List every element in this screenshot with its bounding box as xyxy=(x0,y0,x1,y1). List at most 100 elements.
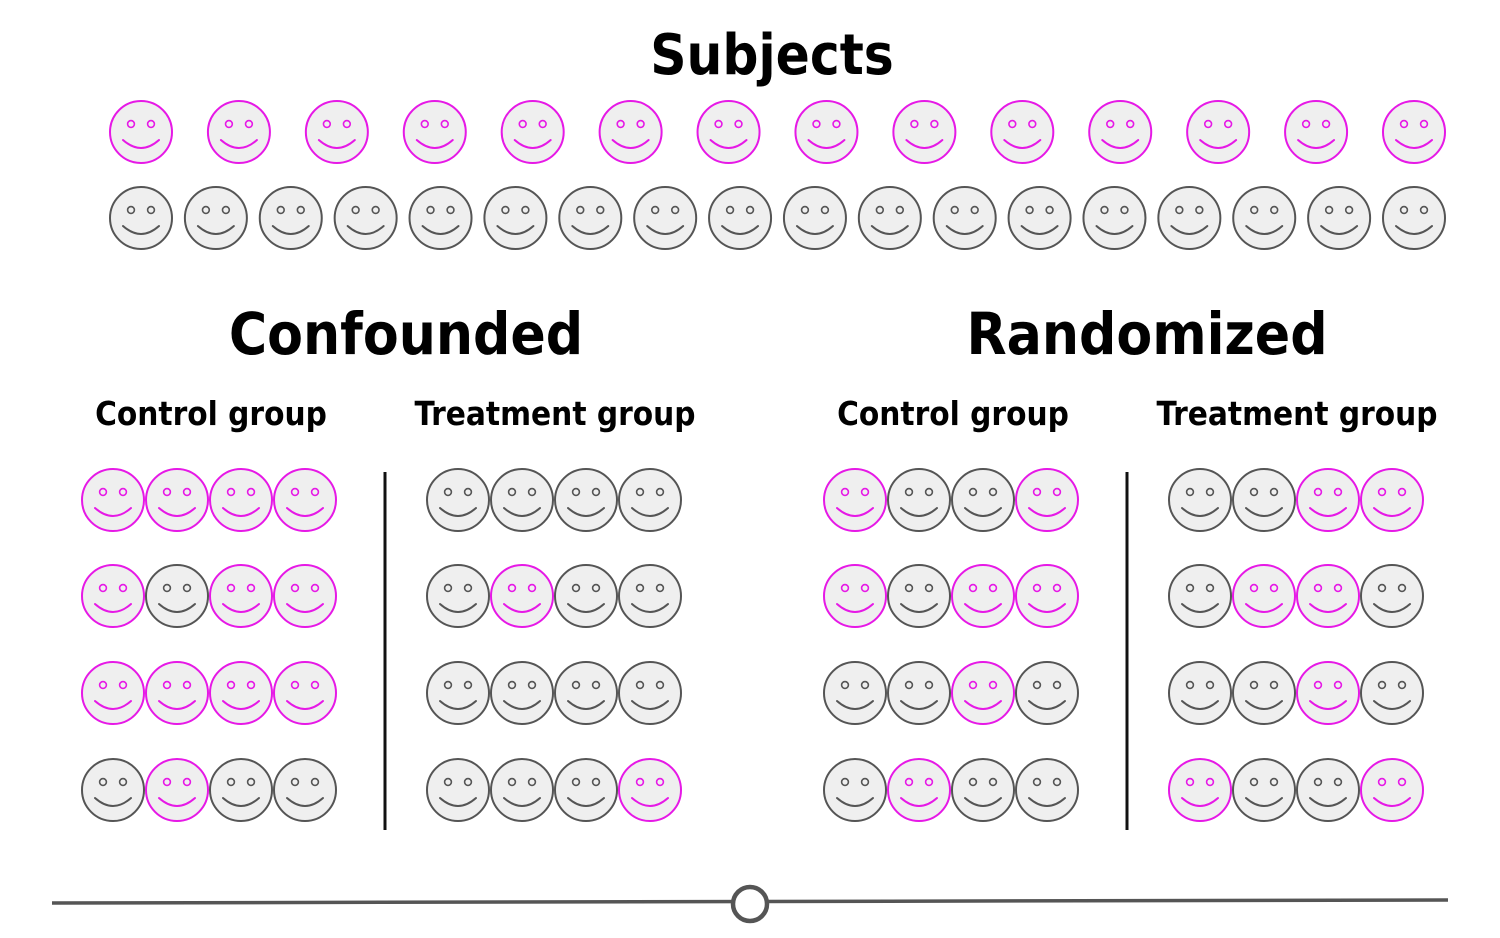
face-left-eye xyxy=(968,583,978,593)
face-right-eye xyxy=(1269,583,1279,593)
face-right-eye xyxy=(527,680,537,690)
face-left-eye xyxy=(714,119,723,129)
face-smile xyxy=(122,225,160,235)
group-face-pink xyxy=(887,758,951,822)
face-smile xyxy=(870,225,909,235)
subject-face-gray xyxy=(1232,186,1297,250)
face-smile xyxy=(439,507,477,517)
face-outline xyxy=(1088,100,1153,164)
face-smile xyxy=(611,139,650,149)
subject-face-pink xyxy=(304,100,369,164)
face-smile xyxy=(1297,139,1336,149)
face-right-eye xyxy=(463,777,473,787)
face-right-eye xyxy=(246,583,256,593)
face-left-eye xyxy=(968,487,978,497)
face-smile xyxy=(646,225,685,235)
face-smile xyxy=(286,700,324,710)
face-left-eye xyxy=(226,680,236,690)
subject-face-gray xyxy=(633,186,698,250)
face-outline xyxy=(81,758,145,822)
group-face-pink xyxy=(273,564,337,628)
face-left-eye xyxy=(1032,680,1042,690)
group-face-pink xyxy=(1015,564,1079,628)
face-smile xyxy=(1181,700,1219,710)
group-face-gray xyxy=(490,758,554,822)
subject-face-pink xyxy=(696,100,761,164)
face-right-eye xyxy=(860,583,870,593)
slider-handle[interactable] xyxy=(730,884,770,924)
group-face-gray xyxy=(1360,564,1424,628)
group-face-gray xyxy=(887,564,951,628)
subjects-pink-row xyxy=(109,100,1446,164)
face-right-eye xyxy=(118,583,128,593)
group-face-gray xyxy=(554,661,618,725)
subject-face-gray xyxy=(782,186,847,250)
face-outline xyxy=(823,758,887,822)
face-left-eye xyxy=(443,487,453,497)
face-smile xyxy=(900,700,938,710)
face-smile xyxy=(94,507,132,517)
face-left-eye xyxy=(507,680,517,690)
face-smile xyxy=(496,225,535,235)
face-right-eye xyxy=(118,680,128,690)
face-smile xyxy=(1170,225,1209,235)
group-face-gray xyxy=(618,661,682,725)
face-right-eye xyxy=(246,777,256,787)
face-outline xyxy=(554,468,618,532)
face-smile xyxy=(222,700,260,710)
face-right-eye xyxy=(221,205,231,215)
face-outline xyxy=(951,758,1015,822)
group-face-pink xyxy=(1360,468,1424,532)
face-smile xyxy=(1028,797,1066,807)
face-left-eye xyxy=(276,205,285,215)
face-right-eye xyxy=(655,583,665,593)
face-outline xyxy=(426,758,490,822)
group-face-pink xyxy=(823,468,887,532)
group-face-pink xyxy=(1232,564,1296,628)
face-left-eye xyxy=(126,119,136,129)
face-outline xyxy=(258,186,323,250)
face-left-eye xyxy=(1313,777,1323,787)
face-left-eye xyxy=(162,487,172,497)
face-smile xyxy=(1028,700,1066,710)
face-smile xyxy=(631,700,669,710)
face-outline xyxy=(932,186,997,250)
face-outline xyxy=(1232,186,1297,250)
face-outline xyxy=(206,100,271,164)
group-face-gray xyxy=(554,758,618,822)
face-smile xyxy=(1373,507,1411,517)
face-smile xyxy=(1181,507,1219,517)
face-smile xyxy=(513,139,552,149)
face-left-eye xyxy=(1377,487,1387,497)
confounded-control-title: Control group xyxy=(95,394,327,433)
face-smile xyxy=(807,139,846,149)
group-face-gray xyxy=(554,564,618,628)
face-outline xyxy=(823,468,887,532)
group-face-gray xyxy=(951,758,1015,822)
face-smile xyxy=(271,225,310,235)
face-outline xyxy=(951,661,1015,725)
face-right-eye xyxy=(1028,119,1037,129)
group-face-gray xyxy=(426,661,490,725)
face-left-eye xyxy=(1324,205,1334,215)
face-outline xyxy=(1168,758,1232,822)
face-smile xyxy=(503,700,541,710)
face-left-eye xyxy=(1203,119,1213,129)
face-outline xyxy=(426,468,490,532)
face-left-eye xyxy=(571,487,581,497)
slider[interactable] xyxy=(51,884,1449,924)
subject-face-gray xyxy=(1082,186,1147,250)
face-left-eye xyxy=(904,777,914,787)
face-smile xyxy=(222,603,260,613)
face-smile xyxy=(964,603,1002,613)
face-smile xyxy=(439,797,477,807)
face-outline xyxy=(1015,564,1079,628)
face-smile xyxy=(317,139,356,149)
group-face-pink xyxy=(618,758,682,822)
face-left-eye xyxy=(904,583,914,593)
face-right-eye xyxy=(591,487,601,497)
face-smile xyxy=(567,603,605,613)
face-left-eye xyxy=(1185,680,1195,690)
face-outline xyxy=(794,100,859,164)
face-smile xyxy=(567,700,605,710)
